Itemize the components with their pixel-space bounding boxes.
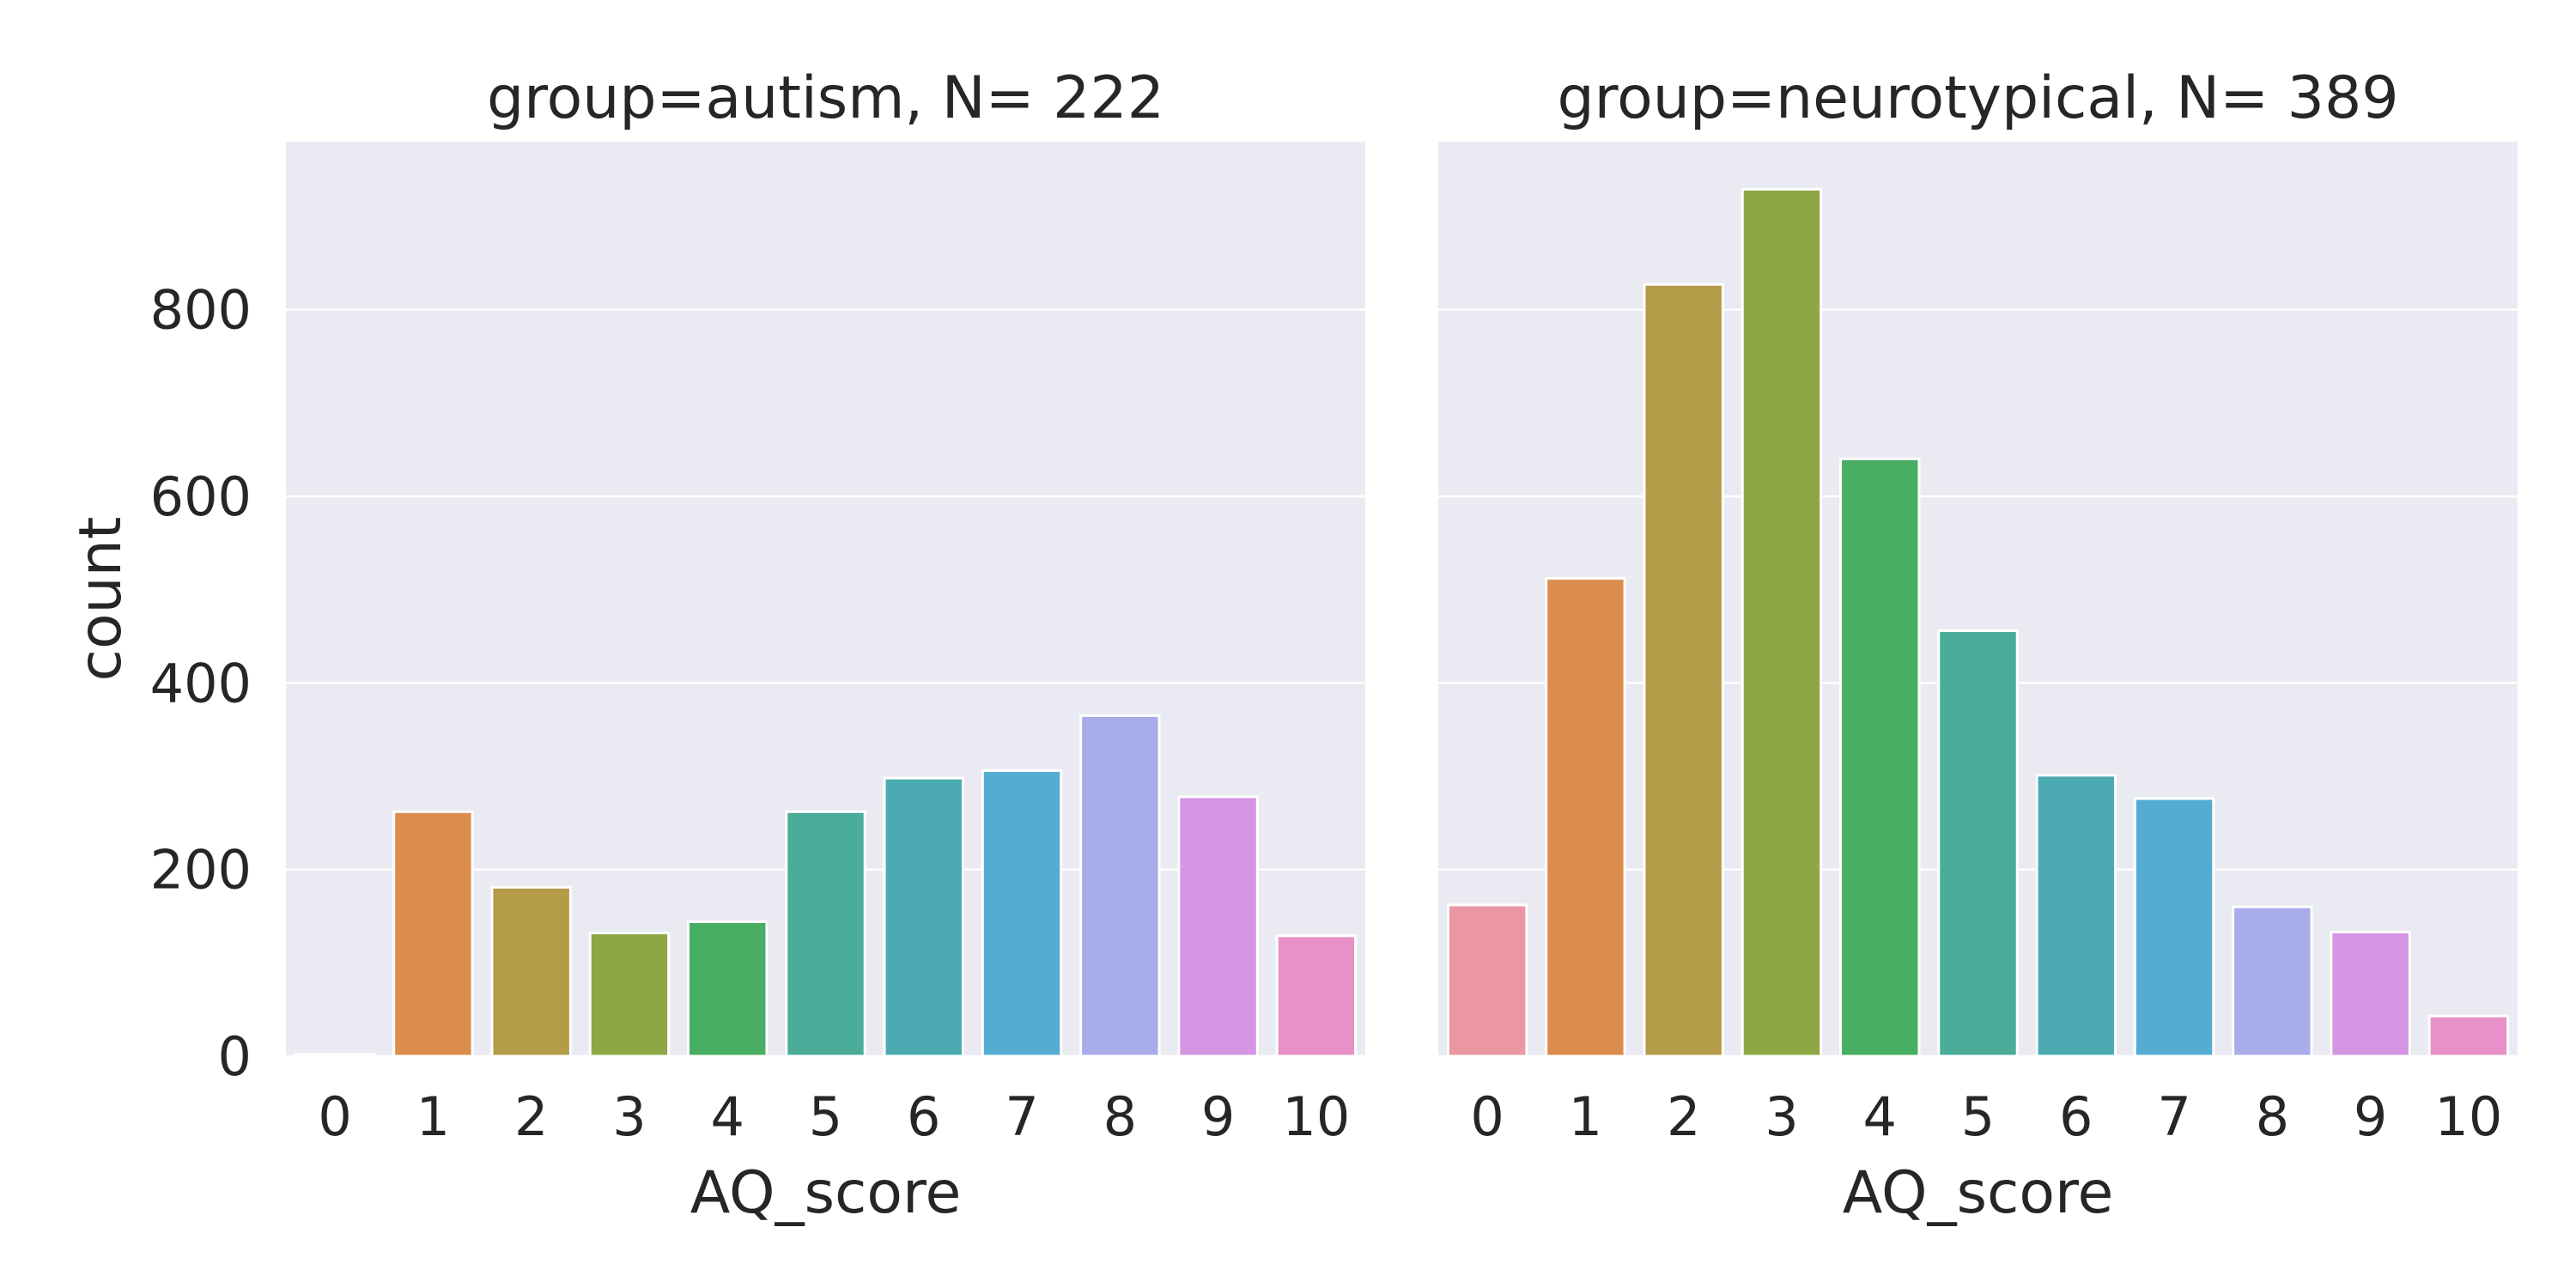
- panel-title: group=neurotypical, N= 389: [1558, 64, 2399, 132]
- bar-9: [2330, 930, 2411, 1058]
- bar-5: [785, 810, 866, 1058]
- bar-10: [2427, 1014, 2510, 1058]
- y-axis-label: count: [67, 517, 135, 682]
- x-tick-label: 6: [2059, 1085, 2093, 1148]
- x-tick-label: 3: [612, 1085, 646, 1148]
- x-axis-label: AQ_score: [690, 1159, 962, 1227]
- bar-7: [2133, 797, 2215, 1058]
- bar-2: [1643, 283, 1724, 1058]
- bar-0: [294, 1053, 376, 1058]
- x-tick-label: 5: [809, 1085, 842, 1148]
- bar-3: [588, 932, 671, 1058]
- bar-6: [2035, 774, 2117, 1058]
- y-tick-label: 0: [218, 1025, 252, 1088]
- bar-9: [1177, 795, 1259, 1058]
- bar-1: [1545, 577, 1626, 1058]
- x-tick-label: 5: [1961, 1085, 1995, 1148]
- bar-10: [1275, 934, 1358, 1058]
- bar-8: [2232, 905, 2313, 1058]
- x-tick-label: 7: [2157, 1085, 2190, 1148]
- bar-4: [687, 920, 769, 1058]
- x-tick-label: 10: [2434, 1085, 2502, 1148]
- x-tick-label: 2: [514, 1085, 548, 1148]
- panel-title: group=autism, N= 222: [487, 64, 1164, 132]
- bar-8: [1079, 714, 1161, 1058]
- x-tick-label: 1: [1569, 1085, 1602, 1148]
- x-tick-label: 2: [1667, 1085, 1700, 1148]
- x-tick-label: 0: [1470, 1085, 1504, 1148]
- x-tick-label: 0: [318, 1085, 351, 1148]
- x-tick-label: 8: [1103, 1085, 1137, 1148]
- bar-1: [392, 810, 474, 1058]
- bar-2: [490, 885, 572, 1058]
- x-tick-label: 8: [2256, 1085, 2289, 1148]
- x-tick-label: 4: [711, 1085, 744, 1148]
- x-tick-label: 4: [1863, 1085, 1897, 1148]
- bar-4: [1839, 457, 1921, 1058]
- x-tick-label: 1: [416, 1085, 450, 1148]
- y-tick-label: 600: [150, 465, 252, 528]
- x-tick-label: 6: [907, 1085, 940, 1148]
- x-tick-label: 9: [2354, 1085, 2387, 1148]
- x-tick-label: 10: [1282, 1085, 1350, 1148]
- bar-7: [981, 769, 1063, 1058]
- x-tick-label: 7: [1005, 1085, 1038, 1148]
- x-tick-label: 9: [1201, 1085, 1235, 1148]
- bar-5: [1937, 629, 2019, 1058]
- bar-3: [1741, 187, 1823, 1058]
- autism-panel: 0 200 400 600 800 0 1 2 3 4 5 6 7 8 9 10 group=autism, N…: [67, 64, 1365, 1227]
- y-tick-label: 400: [150, 652, 252, 714]
- bar-0: [1446, 903, 1528, 1058]
- x-axis-label: AQ_score: [1843, 1159, 2114, 1227]
- neurotypical-panel: 0 1 2 3 4 5 6 7 8 9 10 group=neurotypical, N= 389 AQ…: [1438, 64, 2518, 1227]
- y-tick-label: 200: [150, 839, 252, 902]
- x-tick-label: 3: [1765, 1085, 1798, 1148]
- bar-6: [883, 776, 964, 1058]
- y-tick-label: 800: [150, 279, 252, 342]
